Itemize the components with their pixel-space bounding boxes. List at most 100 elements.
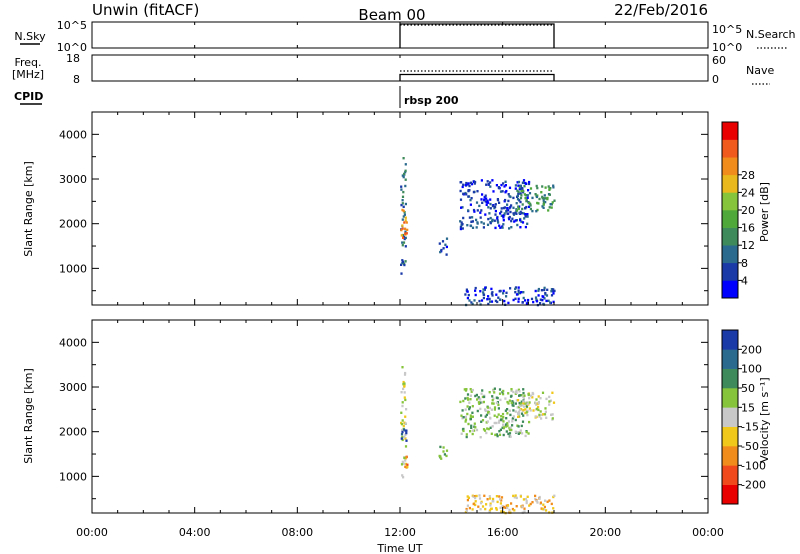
- data-cell: [482, 400, 485, 404]
- data-cell: [490, 507, 493, 510]
- colorbar-swatch: [722, 262, 738, 281]
- data-cell: [514, 297, 517, 300]
- data-cell: [478, 204, 481, 208]
- data-cell: [537, 395, 540, 398]
- data-cell: [541, 185, 544, 188]
- data-cell: [494, 209, 497, 213]
- data-cell: [468, 216, 471, 219]
- data-cell: [519, 431, 522, 435]
- data-cell: [516, 189, 519, 192]
- data-cell: [508, 206, 511, 210]
- data-cell: [543, 505, 546, 509]
- data-cell: [403, 172, 406, 176]
- data-cell: [494, 203, 497, 206]
- data-cell: [480, 179, 483, 182]
- data-cell: [501, 214, 505, 217]
- data-cell: [439, 455, 442, 458]
- data-cell: [486, 406, 489, 409]
- data-cell: [507, 209, 510, 212]
- data-cell: [400, 391, 403, 394]
- data-cell: [508, 426, 511, 430]
- power-y-label: Slant Range [km]: [22, 161, 35, 257]
- data-cell: [493, 406, 497, 409]
- data-cell: [465, 388, 468, 391]
- data-cell: [529, 204, 532, 207]
- colorbar-tick-label: -15: [741, 421, 759, 434]
- data-cell: [471, 388, 474, 392]
- data-cell: [470, 220, 473, 223]
- data-cell: [518, 211, 521, 215]
- data-cell: [470, 426, 473, 429]
- data-cell: [505, 504, 508, 507]
- data-cell: [475, 393, 478, 397]
- data-cell: [440, 248, 443, 252]
- data-cell: [552, 300, 555, 304]
- data-cell: [520, 189, 523, 193]
- data-cell: [459, 227, 462, 231]
- data-cell: [402, 476, 405, 479]
- data-cell: [505, 209, 508, 212]
- data-cell: [500, 183, 503, 187]
- data-cell: [497, 421, 501, 424]
- data-cell: [404, 398, 407, 402]
- data-cell: [401, 227, 404, 230]
- data-cell: [496, 415, 499, 419]
- data-cell: [401, 202, 404, 205]
- data-cell: [545, 397, 548, 401]
- data-cell: [479, 436, 482, 439]
- data-cell: [474, 500, 477, 503]
- data-cell: [544, 186, 547, 189]
- data-cell: [510, 388, 513, 391]
- data-cell: [502, 292, 505, 295]
- data-cell: [486, 223, 490, 226]
- data-cell: [517, 432, 520, 435]
- data-cell: [482, 296, 485, 300]
- data-cell: [476, 398, 479, 401]
- data-cell: [497, 221, 500, 224]
- data-cell: [403, 373, 407, 376]
- time-axis-label: Time UT: [376, 542, 422, 554]
- data-cell: [442, 450, 445, 453]
- data-cell: [481, 201, 484, 204]
- data-cell: [550, 502, 553, 506]
- data-cell: [517, 388, 520, 391]
- data-cell: [468, 401, 471, 404]
- data-cell: [476, 209, 479, 212]
- data-cell: [460, 206, 463, 209]
- data-cell: [522, 414, 525, 417]
- data-cell: [526, 213, 529, 216]
- data-cell: [546, 288, 549, 291]
- data-cell: [535, 403, 538, 406]
- data-cell: [520, 220, 523, 223]
- data-cell: [534, 401, 537, 405]
- data-cell: [543, 194, 546, 197]
- data-cell: [544, 292, 547, 295]
- x-tick-label: 16:00: [487, 526, 519, 539]
- data-cell: [484, 507, 487, 511]
- data-cell: [473, 495, 476, 498]
- data-cell: [515, 219, 518, 222]
- data-cell: [526, 196, 529, 199]
- data-cell: [489, 198, 492, 201]
- power-colorbar-label: Power [dB]: [758, 182, 771, 242]
- data-cell: [501, 505, 504, 508]
- data-cell: [488, 406, 491, 410]
- data-cell: [498, 419, 501, 422]
- data-cell: [404, 371, 407, 375]
- data-cell: [469, 224, 473, 228]
- data-cell: [459, 189, 462, 193]
- data-cell: [514, 286, 518, 289]
- data-cell: [482, 226, 485, 229]
- data-cell: [525, 199, 528, 202]
- data-cell: [402, 241, 406, 244]
- data-cell: [403, 396, 406, 399]
- data-cell: [469, 417, 472, 421]
- data-cell: [461, 227, 464, 230]
- data-cell: [529, 207, 532, 211]
- data-cell: [471, 432, 474, 436]
- data-cell: [501, 190, 504, 193]
- velocity-colorbar: -200 -100 -50 -15 15 50 100 200: [721, 329, 766, 505]
- data-cell: [519, 226, 522, 229]
- data-cell: [488, 412, 491, 415]
- data-cell: [499, 428, 502, 431]
